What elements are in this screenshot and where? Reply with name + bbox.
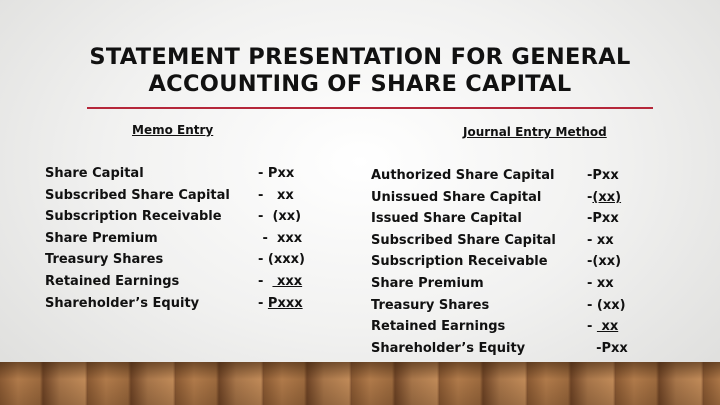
value-prefix: - [587,232,597,248]
value-prefix: - [258,209,273,225]
entry-label: Share Premium [45,230,158,246]
value-amount: xx [276,187,294,203]
entry-value: - (xx) [258,208,301,226]
value-amount: Pxx [592,168,619,183]
value-amount: Pxxx [267,295,303,311]
entry-label: Retained Earnings [371,319,506,335]
entry-value: -(xx) [587,189,621,207]
value-prefix [587,341,596,356]
value-amount: xx [596,319,619,335]
entry-label: Treasury Shares [371,297,490,313]
entry-label: Subscribed Share Capital [371,232,556,248]
value-prefix: - [258,230,277,246]
value-prefix: - [258,187,277,203]
entry-label: Treasury Shares [45,252,164,268]
value-prefix: - [587,211,593,227]
value-amount: -Pxx [596,340,628,356]
value-amount: (xx) [596,297,626,313]
value-prefix: - [587,276,597,291]
entry-value: - xxx [258,273,302,291]
entry-label: Retained Earnings [45,274,180,289]
entry-value: -(xx) [587,253,621,271]
value-prefix: - [587,319,597,335]
entry-label: Unissued Share Capital [371,189,542,205]
value-amount: (xx) [592,254,622,270]
slide-title: STATEMENT PRESENTATION FOR GENERAL ACCOU… [0,44,720,98]
entry-label: Share Capital [45,166,144,181]
entry-label: Subscription Receivable [371,254,548,270]
entry-value: - (xxx) [258,251,305,269]
entry-value: - xx [587,275,614,293]
entry-label: Shareholder’s Equity [45,295,200,311]
value-prefix: - [258,252,268,268]
value-amount: xx [596,276,614,291]
value-prefix: - [258,274,273,289]
value-prefix: - [587,189,593,205]
title-divider [87,107,653,109]
value-prefix: - [587,297,597,313]
memo-entry-heading: Memo Entry [132,123,214,137]
value-amount: (xxx) [267,252,305,268]
value-prefix: - [587,254,593,270]
value-prefix: - [258,295,268,311]
value-amount: xxx [276,230,303,246]
entry-label: Subscription Receivable [45,209,222,225]
entry-label: Share Premium [371,276,484,291]
entry-label: Issued Share Capital [371,211,522,227]
entry-value: - xx [587,318,618,336]
entry-label: Shareholder’s Equity [371,340,526,356]
value-amount: (xx) [272,209,302,225]
journal-entry-heading: Journal Entry Method [463,125,607,139]
wood-floor-decoration [0,362,720,405]
entry-value: - (xx) [587,297,626,315]
entry-value: - xx [587,232,614,250]
value-amount: Pxx [267,166,295,181]
entry-value: -Pxx [587,210,619,228]
title-line-1: STATEMENT PRESENTATION FOR GENERAL [89,44,631,70]
value-amount: (xx) [592,189,622,205]
entry-value: -Pxx [587,340,628,358]
value-amount: xx [596,232,614,248]
entry-value: -Pxx [587,167,619,185]
title-line-2: ACCOUNTING OF SHARE CAPITAL [148,71,572,97]
value-amount: xxx [272,274,303,289]
entry-value: - xx [258,187,294,205]
entry-value: - Pxx [258,165,294,183]
entry-label: Authorized Share Capital [371,168,555,183]
entry-value: - Pxxx [258,295,303,313]
value-prefix: - [587,168,593,183]
value-prefix: - [258,166,268,181]
entry-value: - xxx [258,230,303,248]
entry-label: Subscribed Share Capital [45,187,230,203]
value-amount: Pxx [592,211,619,227]
